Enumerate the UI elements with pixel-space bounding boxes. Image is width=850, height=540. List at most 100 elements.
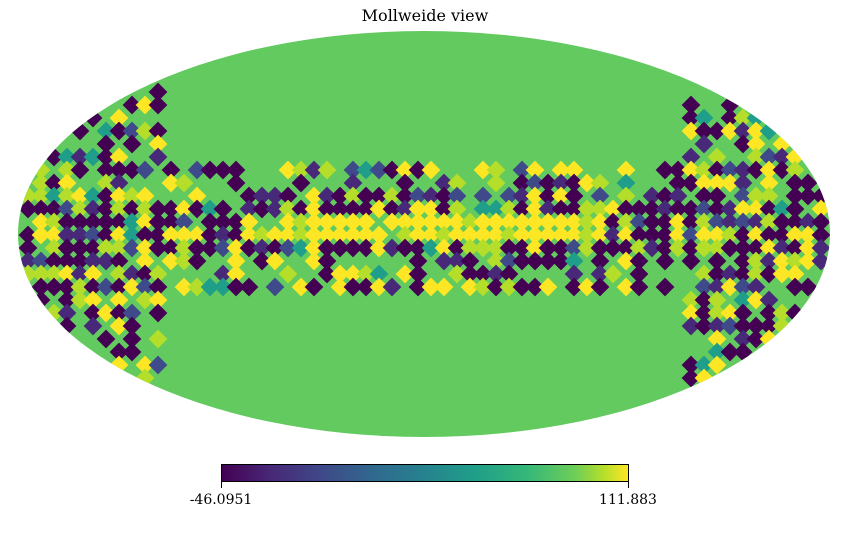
map-pixel: [434, 225, 454, 245]
map-pixel: [512, 251, 532, 271]
map-pixel: [291, 238, 311, 258]
map-pixel: [434, 199, 454, 219]
map-pixel: [473, 277, 493, 297]
map-pixel: [512, 173, 532, 193]
map-pixel: [590, 199, 610, 219]
map-pixel: [135, 95, 155, 115]
map-pixel: [356, 238, 376, 258]
map-pixel: [408, 238, 428, 258]
map-pixel: [122, 277, 142, 297]
map-pixel: [668, 186, 688, 206]
map-pixel: [603, 225, 623, 245]
map-pixel: [148, 225, 168, 245]
map-pixel: [330, 199, 350, 219]
map-pixel: [174, 173, 194, 193]
map-pixel: [174, 277, 194, 297]
map-pixel: [187, 251, 207, 271]
map-pixel: [733, 225, 753, 245]
map-pixel: [57, 251, 77, 271]
map-pixel: [135, 225, 155, 245]
map-pixel: [135, 290, 155, 310]
map-pixel: [109, 173, 129, 193]
map-pixel: [304, 212, 324, 232]
map-pixel: [161, 199, 181, 219]
map-pixel: [83, 212, 103, 232]
map-pixel: [395, 186, 415, 206]
map-pixel: [343, 173, 363, 193]
map-pixel: [642, 212, 662, 232]
map-pixel: [720, 160, 740, 180]
map-pixel: [213, 238, 233, 258]
map-pixel: [382, 160, 402, 180]
map-pixel: [499, 251, 519, 271]
map-pixel: [135, 199, 155, 219]
map-pixel: [733, 316, 753, 336]
map-pixel: [551, 212, 571, 232]
map-pixel: [785, 199, 805, 219]
map-pixel: [564, 173, 584, 193]
map-pixel: [668, 225, 688, 245]
map-pixel: [382, 238, 402, 258]
map-pixel: [174, 251, 194, 271]
map-pixel: [356, 212, 376, 232]
map-pixel: [681, 368, 701, 388]
map-pixel: [616, 277, 636, 297]
map-pixel: [83, 251, 103, 271]
map-pixel: [109, 264, 129, 284]
map-pixel: [265, 277, 285, 297]
map-pixel: [525, 160, 545, 180]
map-pixel: [44, 277, 64, 297]
map-pixel: [629, 212, 649, 232]
map-pixel: [408, 186, 428, 206]
map-pixel: [577, 212, 597, 232]
map-pixel: [681, 355, 701, 375]
map-pixel: [265, 251, 285, 271]
map-pixel: [512, 238, 532, 258]
map-pixel: [57, 264, 77, 284]
map-pixel: [135, 277, 155, 297]
map-pixel: [655, 199, 675, 219]
map-pixel: [668, 212, 688, 232]
map-pixel: [343, 212, 363, 232]
map-pixel: [421, 199, 441, 219]
map-pixel: [187, 160, 207, 180]
map-pixel: [694, 290, 714, 310]
map-pixel: [83, 186, 103, 206]
map-pixel: [499, 238, 519, 258]
map-pixel: [590, 264, 610, 284]
map-pixel: [707, 303, 727, 323]
map-pixel: [538, 173, 558, 193]
map-pixel: [57, 173, 77, 193]
map-pixel: [304, 160, 324, 180]
map-pixel: [564, 238, 584, 258]
map-pixel: [759, 316, 779, 336]
map-pixel: [213, 212, 233, 232]
map-pixel: [226, 238, 246, 258]
map-pixel: [395, 212, 415, 232]
map-pixel: [330, 264, 350, 284]
map-pixel: [278, 225, 298, 245]
map-pixel: [720, 108, 740, 128]
map-pixel: [655, 212, 675, 232]
map-pixel: [707, 355, 727, 375]
map-pixel: [369, 199, 389, 219]
map-pixel: [512, 212, 532, 232]
map-pixel: [720, 173, 740, 193]
map-pixel: [707, 225, 727, 245]
map-pixel: [291, 212, 311, 232]
map-pixel: [18, 199, 38, 219]
map-pixel: [213, 264, 233, 284]
map-pixel: [525, 225, 545, 245]
map-pixel: [707, 147, 727, 167]
map-pixel: [96, 329, 116, 349]
map-pixel: [616, 160, 636, 180]
map-pixel: [96, 173, 116, 193]
map-pixel: [772, 212, 792, 232]
map-pixel: [486, 212, 506, 232]
map-pixel: [161, 160, 181, 180]
map-pixel: [343, 199, 363, 219]
map-pixel: [226, 212, 246, 232]
map-pixel: [785, 173, 805, 193]
map-pixel: [96, 277, 116, 297]
map-pixel: [96, 212, 116, 232]
